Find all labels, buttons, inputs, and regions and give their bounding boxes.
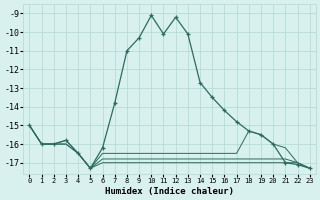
X-axis label: Humidex (Indice chaleur): Humidex (Indice chaleur)	[105, 187, 234, 196]
